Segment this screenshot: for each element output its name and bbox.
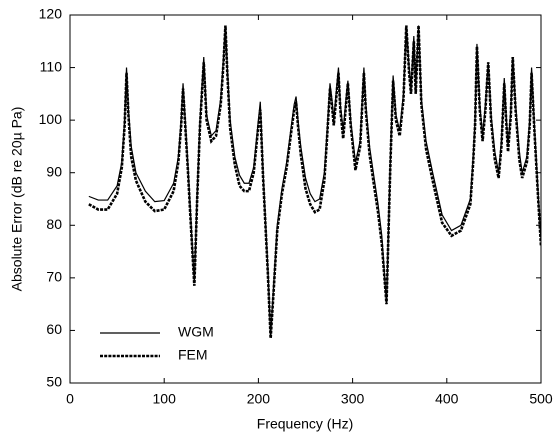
y-tick-label: 100	[39, 111, 63, 127]
y-tick-label: 110	[40, 58, 63, 74]
x-axis-title: Frequency (Hz)	[257, 416, 353, 432]
y-tick-label: 90	[46, 163, 62, 179]
y-tick-label: 50	[46, 374, 62, 390]
y-tick-label: 80	[46, 216, 62, 232]
x-tick-label: 200	[247, 391, 271, 407]
x-tick-label: 400	[435, 391, 459, 407]
y-axis-title: Absolute Error (dB re 20µ Pa)	[9, 107, 25, 292]
series-line	[88, 25, 541, 339]
y-tick-label: 70	[46, 269, 62, 285]
plot-frame	[69, 14, 542, 384]
legend-label: FEM	[178, 347, 208, 363]
x-tick-label: 500	[529, 391, 553, 407]
y-tick-label: 60	[46, 321, 62, 337]
legend-label: WGM	[178, 324, 214, 340]
x-tick-label: 100	[153, 391, 177, 407]
x-tick-label: 0	[66, 391, 74, 407]
y-tick-label: 120	[39, 6, 63, 22]
x-tick-label: 300	[341, 391, 365, 407]
